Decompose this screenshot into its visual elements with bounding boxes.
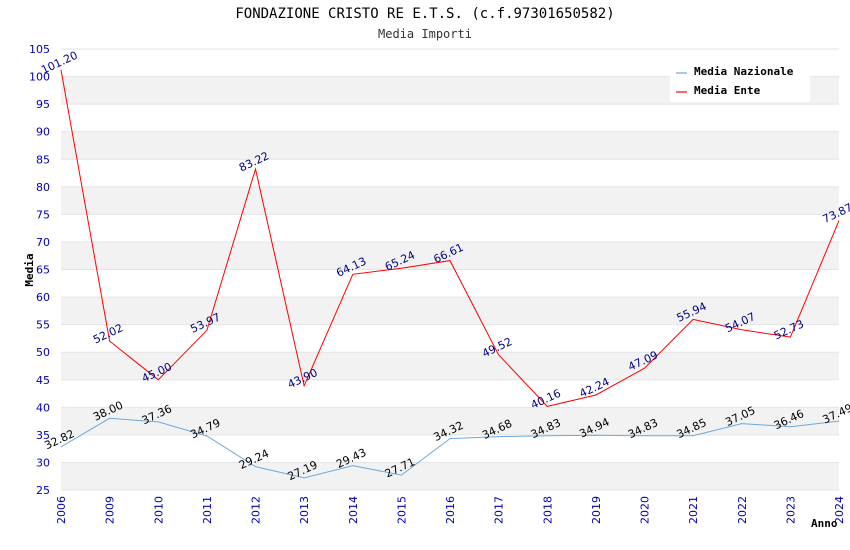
x-tick-label: 2020: [639, 496, 652, 524]
y-tick-label: 105: [29, 43, 50, 56]
x-tick-label: 2023: [784, 496, 797, 524]
y-tick-label: 45: [36, 374, 50, 387]
x-tick-label: 2017: [493, 496, 506, 524]
y-tick-label: 75: [36, 208, 50, 221]
grid-band: [61, 104, 839, 132]
chart-title: FONDAZIONE CRISTO RE E.T.S. (c.f.9730165…: [235, 6, 614, 22]
y-tick-label: 85: [36, 153, 50, 166]
x-tick-label: 2012: [250, 496, 263, 524]
grid-band: [61, 186, 839, 215]
grid-band: [61, 407, 839, 435]
x-tick-label: 2013: [298, 496, 311, 524]
y-tick-label: 25: [36, 484, 50, 497]
x-tick-label: 2009: [104, 496, 117, 524]
y-tick-label: 30: [36, 456, 50, 469]
grid-band: [61, 379, 839, 408]
x-tick-label: 2016: [444, 496, 457, 524]
y-tick-label: 40: [36, 401, 50, 414]
grid-band: [61, 269, 839, 298]
x-axis-label: Anno: [811, 517, 838, 530]
grid-band: [61, 434, 839, 463]
grid-band: [61, 214, 839, 242]
y-tick-label: 90: [36, 126, 50, 139]
y-tick-label: 95: [36, 98, 50, 111]
legend-label-media-nazionale: Media Nazionale: [694, 65, 794, 78]
legend-box: [670, 60, 810, 102]
y-tick-label: 55: [36, 319, 50, 332]
y-tick-label: 80: [36, 181, 50, 194]
grid-band: [61, 462, 839, 490]
y-tick-label: 65: [36, 264, 50, 277]
x-tick-label: 2022: [736, 496, 749, 524]
series-line-media-nazionale: [60, 417, 840, 479]
x-tick-label: 2014: [347, 496, 360, 524]
y-tick-label: 70: [36, 236, 50, 249]
x-tick-label: 2021: [687, 496, 700, 524]
x-tick-label: 2024: [833, 496, 846, 524]
x-axis-ticks: 2006 2009 2010 2011 2012 2013 2014 2015 2016 2017…: [55, 496, 846, 524]
grid-bands: [61, 48, 839, 491]
y-axis-label: Media: [23, 253, 36, 286]
x-tick-label: 2019: [590, 496, 603, 524]
x-tick-label: 2018: [541, 496, 554, 524]
grid-band: [61, 352, 839, 380]
y-tick-label: 35: [36, 429, 50, 442]
grid-band: [61, 297, 839, 325]
legend-label-media-ente: Media Ente: [694, 84, 761, 97]
x-tick-label: 2010: [152, 496, 165, 524]
y-tick-label: 60: [36, 291, 50, 304]
x-tick-label: 2011: [201, 496, 214, 524]
grid-band: [61, 131, 839, 160]
legend: Media Nazionale Media Ente: [670, 60, 810, 102]
chart-subtitle: Media Importi: [378, 27, 472, 41]
y-tick-label: 100: [29, 71, 50, 84]
y-tick-label: 50: [36, 346, 50, 359]
series-lines: [60, 69, 840, 479]
grid-band: [61, 241, 839, 270]
grid-band: [61, 159, 839, 187]
x-tick-label: 2015: [395, 496, 408, 524]
series-line-media-ente: [60, 69, 840, 407]
grid-band: [61, 324, 839, 353]
y-axis-ticks: 25 30 35 40 45 50 55 60 65 70 75 80 85 90 95 100 105: [29, 43, 50, 497]
x-tick-label: 2006: [55, 496, 68, 524]
